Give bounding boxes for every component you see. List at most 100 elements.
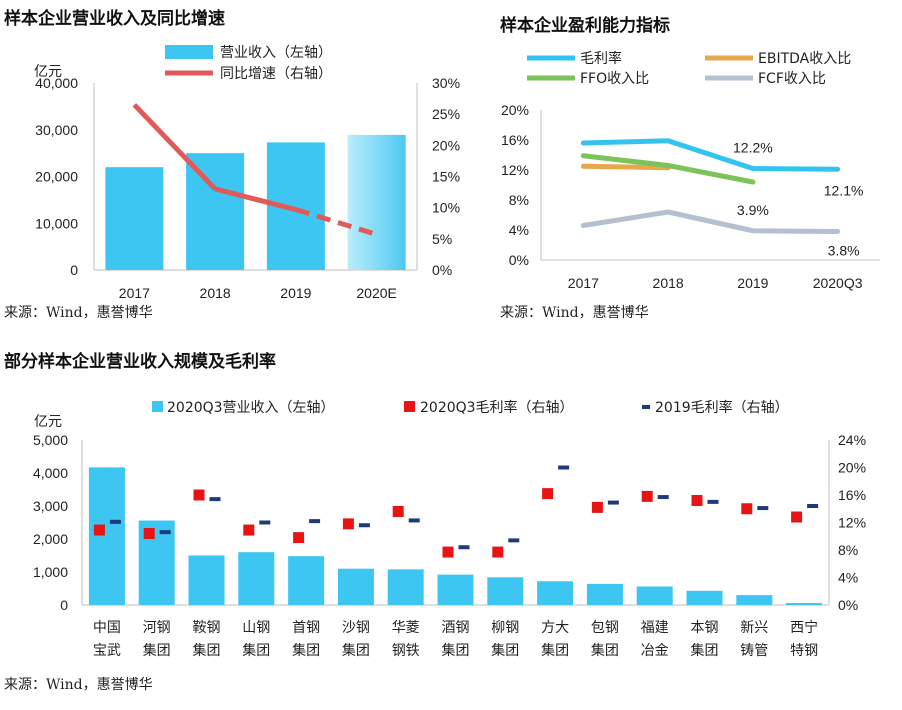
chart-3-margin-2020q3-marker: [392, 506, 404, 517]
chart-2-data-label: 12.1%: [824, 182, 864, 198]
chart-3-x-tick-label-line2: 集团: [342, 642, 370, 659]
chart-1-legend-line-label: 同比增速（右轴）: [220, 66, 332, 82]
chart-1-x-tick-label: 2020E: [356, 285, 396, 301]
chart-1-growth-line-segment: [132, 103, 217, 191]
chart-3-margin-2020q3-marker: [193, 489, 205, 501]
chart-3-revenue-bar: [586, 583, 623, 605]
chart-3-revenue-bar: [288, 556, 325, 605]
chart-1-legend-bar-swatch: [165, 45, 213, 59]
chart-3-revenue-bar: [686, 590, 723, 605]
chart-3-margin-2020q3-marker: [243, 524, 255, 536]
chart-3-margin-2020q3-marker: [641, 490, 653, 502]
chart-3-right-tick-label: 16%: [838, 487, 866, 503]
chart-3-revenue-bar: [387, 569, 424, 605]
chart-2-x-tick-label: 2017: [568, 275, 599, 291]
chart-2-x-tick-label: 2020Q3: [813, 275, 863, 291]
chart-3-x-tick-label-line1: 山钢: [242, 620, 270, 636]
chart-3-margin-2019-marker: [309, 519, 321, 524]
chart-3-margin-2019-marker: [109, 519, 121, 524]
chart-2-data-label: 3.8%: [828, 243, 860, 259]
chart-3-margin-2020q3-marker: [691, 495, 703, 506]
chart-2-legend-label-0: 毛利率: [580, 50, 622, 67]
chart-3-margin-2019-marker: [607, 500, 619, 505]
chart-3-margin-2019-marker: [707, 499, 719, 504]
chart-2-legend-label-3: FCF收入比: [758, 71, 826, 87]
chart-3-margin-2019-marker: [358, 523, 370, 528]
chart-3-revenue-bar: [537, 581, 574, 605]
chart-1-right-tick-label: 30%: [432, 75, 460, 91]
chart-3-revenue-bar: [736, 595, 773, 605]
chart-3-margin-2019-marker: [458, 545, 470, 550]
chart-1-right-tick-label: 20%: [432, 137, 460, 153]
chart-3-x-tick-label-line2: 集团: [292, 642, 320, 659]
chart-3-margin-2019-marker: [159, 530, 171, 535]
chart-3-left-tick-label: 1,000: [33, 564, 68, 580]
chart-1-left-tick-label: 30,000: [35, 122, 78, 138]
chart-1-x-tick-label: 2017: [119, 285, 150, 301]
chart-1-growth-line-segment: [214, 186, 297, 212]
chart-2-series-line-2: [580, 153, 756, 185]
chart-3-margin-2020q3-marker: [492, 546, 504, 558]
chart-1-left-tick-label: 0: [70, 262, 78, 278]
chart-3-margin-2019-marker: [209, 497, 221, 502]
chart-2-x-tick-label: 2019: [737, 275, 768, 291]
chart-3-marks: 0 1,000 2,000 3,000 4,000 5,000 0% 4% 8% 12% 16% 20…: [33, 432, 866, 659]
chart-1-left-tick-label: 40,000: [35, 75, 78, 91]
chart-3-margin-2020q3-marker: [741, 503, 753, 515]
chart-3-left-unit: 亿元: [34, 413, 62, 429]
chart-3-legend-dash-swatch: [642, 405, 650, 409]
chart-2-series-line-0: [580, 138, 841, 172]
chart-2-title: 样本企业盈利能力指标: [500, 15, 670, 36]
chart-2-y-tick-label: 12%: [501, 162, 529, 178]
chart-3-right-tick-label: 0%: [838, 597, 858, 613]
chart-2-marks: 0% 4% 8% 12% 16% 20% 2017 2018 2019 2020Q3 12.2% 12…: [501, 102, 864, 291]
chart-1-revenue-bar: [105, 167, 164, 270]
chart-3-x-tick-label-line2: 集团: [143, 642, 171, 659]
chart-3-right-tick-label: 12%: [838, 515, 866, 531]
chart-3-margin-2019-marker: [259, 520, 271, 525]
chart-1-revenue-bar: [186, 153, 245, 270]
chart-3-revenue-bar: [337, 568, 374, 605]
chart-3-x-tick-label-line1: 西宁: [790, 619, 818, 636]
chart-2-legend-label-1: EBITDA收入比: [758, 51, 851, 67]
chart-1-source: 来源：Wind，惠誉博华: [4, 304, 153, 321]
chart-3-x-tick-label-line1: 方大: [541, 620, 569, 636]
chart-3-revenue-bar: [636, 586, 673, 605]
chart-3-x-tick-label-line2: 冶金: [641, 643, 669, 659]
chart-1-x-tick-label: 2018: [200, 285, 231, 301]
chart-3-revenue-bar: [188, 555, 225, 605]
chart-3-legend-bar-swatch: [152, 401, 163, 412]
chart-3-x-tick-label-line1: 首钢: [292, 620, 320, 636]
chart-3-margin-2020q3-marker: [442, 546, 454, 558]
chart-3-x-tick-label-line1: 中国: [93, 620, 121, 636]
chart-1-revenue-growth: 样本企业营业收入及同比增速 亿元 营业收入（左轴） 同比增速（右轴） 0 10,0…: [4, 8, 460, 321]
chart-3-x-tick-label-line2: 集团: [541, 642, 569, 659]
chart-3-left-tick-label: 4,000: [33, 465, 68, 481]
chart-3-margin-2020q3-marker: [342, 518, 354, 530]
chart-3-x-tick-label-line1: 福建: [641, 620, 669, 636]
chart-3-x-tick-label-line1: 鞍钢: [193, 620, 221, 636]
chart-3-right-tick-label: 24%: [838, 432, 866, 448]
chart-1-right-tick-label: 15%: [432, 169, 460, 185]
chart-3-x-tick-label-line1: 本钢: [691, 620, 719, 636]
chart-1-right-tick-label: 10%: [432, 200, 460, 216]
chart-3-revenue-bar: [487, 577, 524, 605]
chart-1-left-unit: 亿元: [34, 63, 62, 79]
chart-1-right-tick-label: 0%: [432, 262, 452, 278]
chart-3-margin-2020q3-marker: [542, 488, 554, 500]
chart-3-margin-2019-marker: [807, 504, 819, 508]
chart-3-x-tick-label-line1: 河钢: [143, 620, 171, 636]
chart-3-margin-2020q3-marker: [791, 511, 803, 523]
chart-3-x-tick-label-line1: 包钢: [591, 620, 619, 636]
chart-3-x-tick-label-line1: 酒钢: [442, 620, 470, 636]
chart-1-left-tick-label: 20,000: [35, 169, 78, 185]
chart-3-margin-2020q3-marker: [93, 524, 105, 536]
chart-3-margin-2020q3-marker: [143, 528, 155, 539]
chart-1-x-tick-label: 2019: [280, 285, 311, 301]
chart-2-y-tick-label: 8%: [509, 192, 529, 208]
chart-2-y-tick-label: 0%: [509, 252, 529, 268]
chart-3-left-tick-label: 0: [60, 597, 68, 613]
chart-3-margin-2020q3-marker: [591, 501, 603, 513]
chart-3-left-tick-label: 3,000: [33, 498, 68, 514]
